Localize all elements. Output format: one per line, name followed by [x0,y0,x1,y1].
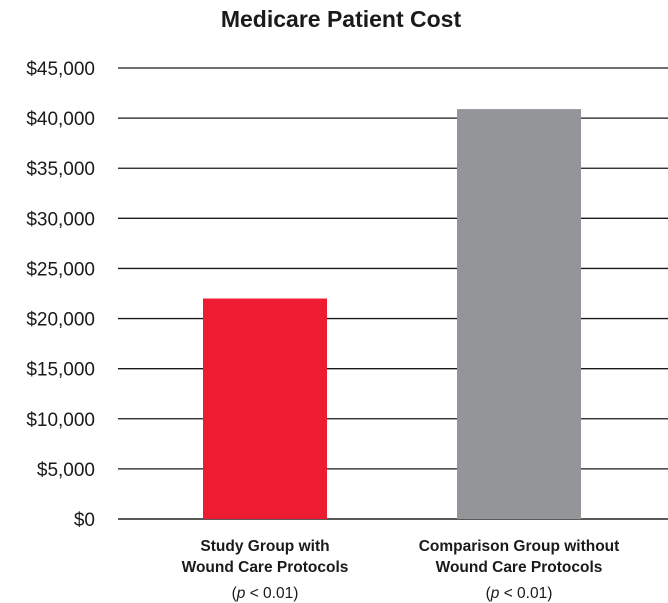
bar [457,109,581,519]
y-tick-label: $30,000 [26,209,95,230]
y-tick-label: $35,000 [26,159,95,180]
y-tick-label: $45,000 [26,59,95,80]
category-label-line: Comparison Group without [419,538,620,555]
y-tick-label: $20,000 [26,310,95,331]
y-tick-label: $10,000 [26,410,95,431]
y-tick-label: $25,000 [26,259,95,280]
y-tick-label: $40,000 [26,109,95,130]
y-axis-tick-labels: $0 $5,000 $10,000 $15,000 $20,000 $25,000 $30,… [26,59,95,531]
significance-note: (p < 0.01) [486,585,553,602]
category-label-line: Study Group with [200,538,329,555]
category-label-line: Wound Care Protocols [182,559,349,576]
bars [203,109,581,519]
y-tick-label: $15,000 [26,360,95,381]
gridlines [118,67,668,520]
x-axis-category-labels: Study Group with Wound Care Protocols (p <… [182,538,620,602]
significance-note: (p < 0.01) [232,585,299,602]
bar [203,298,327,519]
category-label-line: Wound Care Protocols [436,559,603,576]
chart-title: Medicare Patient Cost [221,6,462,32]
y-tick-label: $0 [74,510,95,531]
y-tick-label: $5,000 [37,460,95,481]
